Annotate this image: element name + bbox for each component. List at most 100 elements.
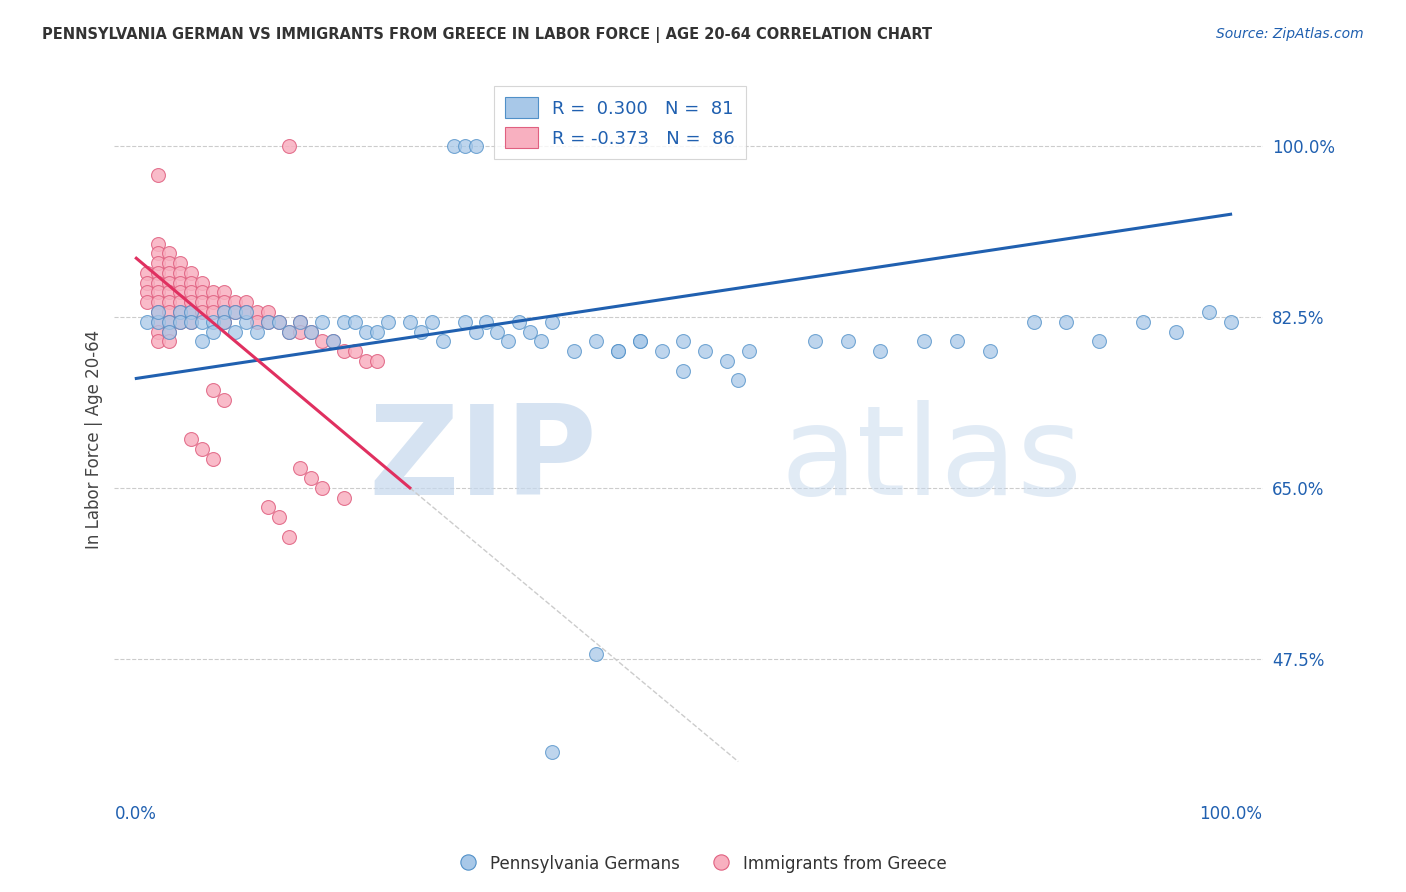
Point [136,285,159,300]
Point [136,295,159,310]
Point [201,285,224,300]
Point [628,334,651,349]
Point [366,325,388,339]
Point [246,325,269,339]
Point [290,461,312,475]
Point [136,266,159,280]
Point [212,295,235,310]
Point [946,334,969,349]
Point [180,305,202,319]
Point [299,325,322,339]
Point [1088,334,1111,349]
Point [180,315,202,329]
Point [148,325,170,339]
Point [738,344,761,359]
Point [541,315,564,329]
Point [157,256,180,270]
Point [157,315,180,329]
Point [377,315,399,329]
Point [157,285,180,300]
Point [651,344,673,359]
Point [180,295,202,310]
Point [1022,315,1045,329]
Point [224,305,246,319]
Point [311,481,333,495]
Point [354,354,377,368]
Point [191,305,214,319]
Point [148,305,170,319]
Point [148,236,170,251]
Point [157,305,180,319]
Point [606,344,628,359]
Point [541,745,564,759]
Point [869,344,891,359]
Point [235,305,257,319]
Point [267,315,290,329]
Point [486,325,509,339]
Point [169,305,191,319]
Point [585,334,607,349]
Point [278,325,301,339]
Point [290,325,312,339]
Point [278,139,301,153]
Point [278,530,301,544]
Point [169,276,191,290]
Point [420,315,443,329]
Point [148,256,170,270]
Point [212,315,235,329]
Point [148,295,170,310]
Point [290,315,312,329]
Point [157,276,180,290]
Point [157,315,180,329]
Point [191,334,214,349]
Point [201,315,224,329]
Point [1164,325,1187,339]
Point [1219,315,1241,329]
Point [344,315,367,329]
Point [169,315,191,329]
Point [453,139,475,153]
Y-axis label: In Labor Force | Age 20-64: In Labor Force | Age 20-64 [86,329,103,549]
Point [235,315,257,329]
Point [464,325,486,339]
Point [606,344,628,359]
Point [432,334,454,349]
Point [333,491,356,505]
Point [498,334,520,349]
Point [344,344,367,359]
Point [191,285,214,300]
Point [1056,315,1078,329]
Point [299,325,322,339]
Point [212,305,235,319]
Point [256,315,278,329]
Point [191,295,214,310]
Point [157,334,180,349]
Point [224,295,246,310]
Point [672,334,695,349]
Point [311,315,333,329]
Point [256,315,278,329]
Point [212,392,235,407]
Point [246,305,269,319]
Text: Source: ZipAtlas.com: Source: ZipAtlas.com [1216,27,1364,41]
Point [148,168,170,182]
Point [464,139,486,153]
Point [191,276,214,290]
Point [235,305,257,319]
Point [148,305,170,319]
Point [169,285,191,300]
Point [180,266,202,280]
Point [1198,305,1220,319]
Point [508,315,530,329]
Point [290,315,312,329]
Point [716,354,738,368]
Point [148,246,170,260]
Point [235,295,257,310]
Point [256,500,278,515]
Point [727,373,749,387]
Point [333,315,356,329]
Point [191,442,214,456]
Point [148,285,170,300]
Point [399,315,422,329]
Point [169,315,191,329]
